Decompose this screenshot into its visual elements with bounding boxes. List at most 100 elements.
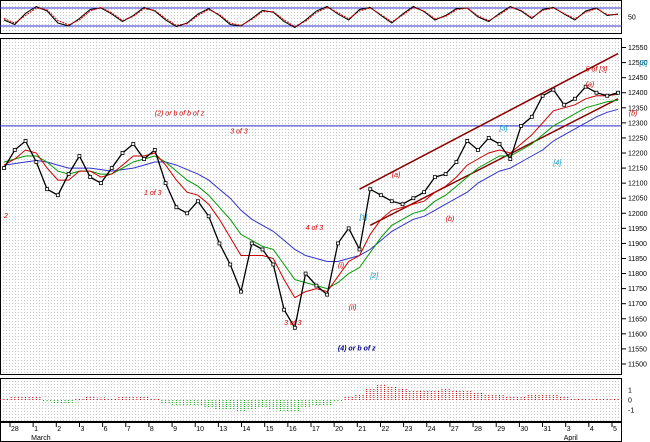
month-label: April — [564, 435, 578, 442]
wave-label: (a) — [586, 82, 595, 89]
price-tick-label: 11900 — [628, 241, 647, 248]
channel-line — [359, 52, 619, 190]
histogram-tick-label: 1 — [628, 388, 632, 395]
price-tick-label: 12050 — [628, 196, 648, 203]
price-point — [77, 154, 82, 158]
price-point — [605, 93, 610, 98]
stochastic-tick-label: 50 — [628, 15, 636, 22]
price-tick-label: 11750 — [628, 286, 647, 293]
price-point — [551, 87, 556, 92]
price-tick-label: 11950 — [628, 226, 647, 233]
price-point — [476, 148, 480, 152]
date-tick-label: 22 — [381, 426, 389, 433]
date-tick-label: 14 — [243, 426, 251, 433]
price-point — [66, 172, 71, 177]
price-point — [314, 283, 319, 288]
price-tick-label: 12300 — [628, 120, 648, 127]
date-tick-label: 30 — [520, 426, 528, 433]
wave-label: [1] — [358, 214, 368, 221]
price-point — [389, 199, 394, 204]
price-point — [508, 157, 513, 161]
wave-label: [4] — [552, 160, 562, 167]
price-tick-label: 11800 — [628, 271, 647, 278]
price-point — [131, 142, 136, 146]
histogram-panel — [0, 378, 622, 422]
price-point — [174, 205, 179, 210]
price-tick-label: 12150 — [628, 166, 648, 173]
date-tick-label: 2 — [57, 426, 61, 433]
price-point — [336, 241, 340, 246]
price-point — [325, 292, 330, 297]
price-point — [379, 193, 383, 198]
date-tick-label: 7 — [127, 426, 131, 433]
price-point — [573, 96, 577, 101]
price-panel — [0, 38, 622, 375]
date-tick-label: 9 — [173, 426, 177, 433]
price-point — [368, 187, 373, 192]
price-point — [88, 175, 93, 180]
wave-label: 5 of [3] — [586, 67, 608, 74]
price-point — [206, 214, 211, 219]
price-point — [163, 181, 168, 186]
price-point — [2, 166, 6, 170]
price-point — [120, 151, 125, 155]
wave-label: 3 of 3 — [284, 320, 302, 327]
price-tick-label: 11500 — [628, 361, 647, 368]
stochastic-oscillator — [0, 5, 622, 29]
price-tick-label: 11700 — [628, 301, 647, 308]
price-point — [422, 190, 427, 195]
price-point — [616, 90, 620, 95]
price-point — [346, 226, 351, 231]
date-tick-label: 13 — [219, 426, 227, 433]
date-tick-label: 3 — [567, 426, 571, 433]
price-point — [357, 247, 362, 252]
wave-label: 2 — [3, 213, 8, 220]
wave-label: (4) or b of z — [338, 345, 376, 352]
month-label: March — [31, 435, 51, 442]
wave-label: (b) — [629, 110, 638, 117]
price-point — [282, 307, 286, 312]
date-tick-label: 28 — [11, 426, 19, 433]
price-point — [540, 93, 545, 98]
price-tick-label: 11850 — [628, 256, 647, 263]
price-point — [486, 136, 491, 140]
price-point — [594, 90, 599, 95]
price-point — [562, 102, 567, 107]
date-tick-label: 29 — [497, 426, 505, 433]
price-tick-label: 12350 — [628, 105, 648, 112]
price-point — [443, 172, 448, 177]
date-tick-label: 21 — [358, 426, 366, 433]
date-tick-label: 10 — [196, 426, 204, 433]
date-tick-label: 3 — [80, 426, 84, 433]
price-plot — [0, 52, 622, 330]
price-tick-label: 12450 — [628, 75, 648, 82]
stochastic-line — [3, 6, 618, 28]
wave-annotations: (2) or b of b of z 3 of 3 1 of 3 2 4 of 3 3 o… — [3, 61, 648, 353]
moving-average-line — [3, 108, 619, 262]
axis-labels: 1255012500124501240012350123001225012200… — [9, 15, 648, 442]
price-point — [152, 148, 157, 152]
price-point — [195, 199, 200, 204]
price-tick-label: 12200 — [628, 151, 648, 158]
price-point — [411, 196, 416, 201]
price-tick-label: 12500 — [628, 60, 648, 67]
histogram-tick-label: 0 — [628, 398, 632, 405]
price-point — [465, 139, 470, 143]
date-tick-label: 20 — [335, 426, 343, 433]
price-line — [3, 85, 619, 330]
date-tick-label: 16 — [289, 426, 297, 433]
price-tick-label: 12550 — [628, 45, 648, 52]
price-point — [239, 289, 243, 294]
price-point — [432, 175, 437, 180]
price-point — [142, 157, 146, 161]
date-tick-label: 24 — [428, 426, 436, 433]
price-point — [260, 247, 265, 252]
date-tick-label: 6 — [104, 426, 108, 433]
wave-label: 4 of 3 — [306, 225, 324, 232]
wave-label: [2] — [369, 273, 379, 280]
date-tick-label: 1 — [34, 426, 38, 433]
price-point — [583, 84, 588, 89]
date-tick-label: 31 — [544, 426, 552, 433]
price-point — [454, 160, 459, 164]
price-point — [497, 142, 502, 146]
